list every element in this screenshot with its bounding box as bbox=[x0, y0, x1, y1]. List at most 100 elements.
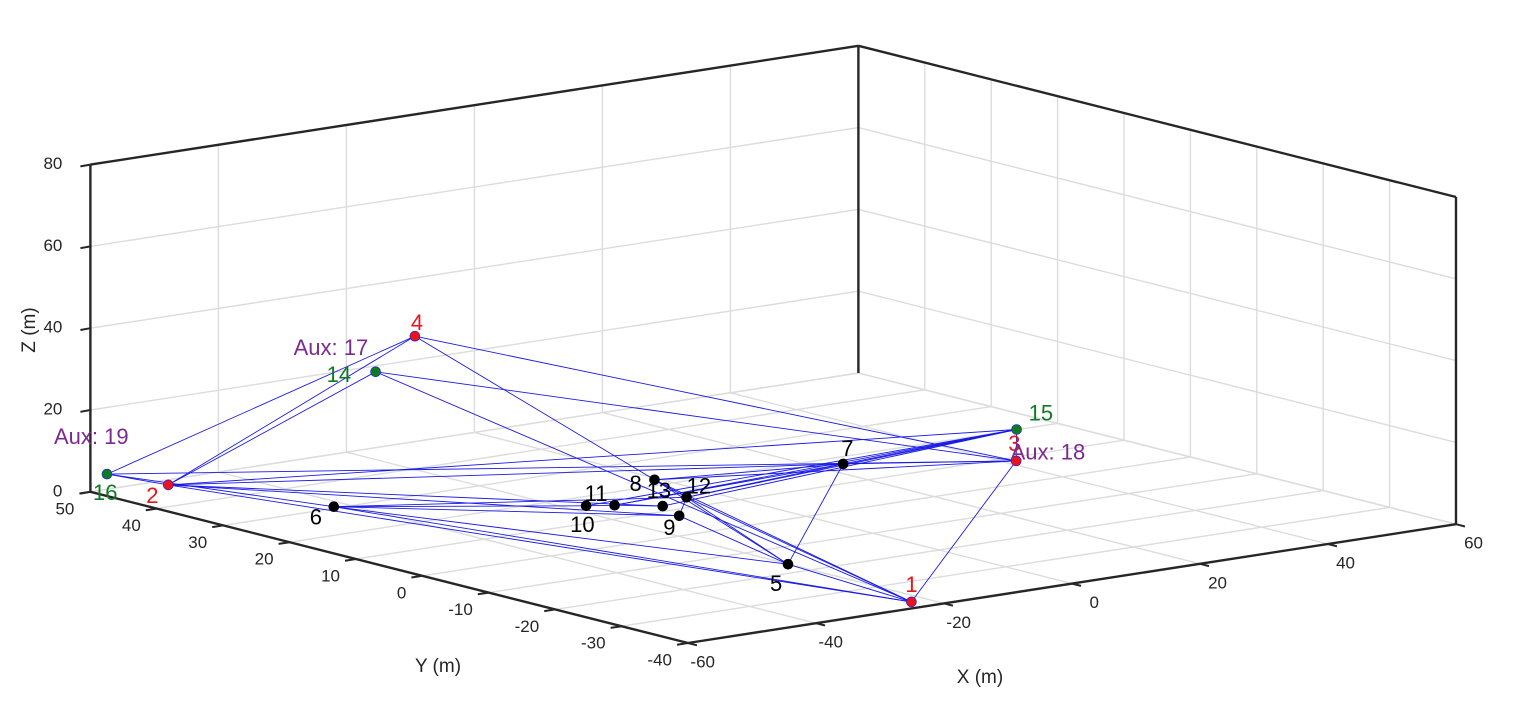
link-line bbox=[843, 460, 1017, 465]
grid-line bbox=[858, 126, 1457, 280]
z-tick-mark bbox=[80, 327, 91, 331]
link-line bbox=[686, 429, 1017, 498]
x-axis-label: X (m) bbox=[957, 667, 1003, 688]
link-line bbox=[333, 506, 789, 565]
node-marker-11 bbox=[609, 499, 620, 511]
y-tick-mark bbox=[212, 524, 224, 529]
link-line bbox=[168, 463, 844, 486]
tick-labels: -60-40-200204060-40-30-20-10010203040500… bbox=[43, 154, 1483, 671]
grid-line bbox=[858, 208, 1457, 362]
link-line bbox=[911, 460, 1017, 603]
node-label-15: 15 bbox=[1029, 401, 1053, 426]
y-axis-label: Y (m) bbox=[415, 656, 461, 677]
grid-line bbox=[488, 473, 1257, 594]
grid-line bbox=[602, 411, 1201, 565]
x-tick-label: 0 bbox=[1090, 593, 1099, 612]
y-tick-label: -40 bbox=[647, 650, 672, 669]
z-tick-label: 0 bbox=[53, 481, 62, 500]
y-tick-label: -30 bbox=[581, 634, 606, 653]
x-tick-label: -20 bbox=[946, 613, 971, 632]
links bbox=[106, 335, 1018, 603]
node-label-14: 14 bbox=[327, 362, 351, 387]
link-line bbox=[333, 505, 587, 508]
node-label-2: 2 bbox=[146, 483, 158, 508]
grid-line bbox=[355, 439, 1125, 560]
node-marker-5 bbox=[782, 558, 794, 570]
y-tick-mark bbox=[610, 625, 622, 629]
node-label-11: 11 bbox=[585, 481, 608, 506]
grid-lines bbox=[89, 45, 1457, 644]
y-tick-label: -10 bbox=[448, 600, 473, 619]
node-label-5: 5 bbox=[770, 571, 782, 596]
x-tick-mark bbox=[1199, 562, 1210, 568]
grid-line bbox=[474, 431, 1073, 585]
y-tick-label: 10 bbox=[321, 566, 340, 585]
node-label-10: 10 bbox=[570, 512, 594, 537]
y-tick-label: 40 bbox=[122, 516, 141, 535]
grid-line bbox=[223, 405, 992, 527]
link-line bbox=[106, 473, 334, 508]
z-tick-label: 40 bbox=[43, 318, 62, 337]
link-line bbox=[375, 371, 912, 603]
node-marker-8 bbox=[649, 474, 660, 486]
aux-annotation: Aux: 17 bbox=[294, 335, 369, 360]
z-tick-label: 60 bbox=[43, 236, 62, 255]
grid-line bbox=[90, 208, 859, 329]
x-tick-mark bbox=[687, 642, 698, 647]
link-line bbox=[168, 335, 416, 486]
grid-line bbox=[730, 392, 1329, 545]
link-line bbox=[686, 496, 912, 603]
link-line bbox=[168, 484, 680, 517]
node-marker-3 bbox=[1010, 455, 1022, 467]
box-edge bbox=[858, 44, 1457, 199]
z-axis-label: Z (m) bbox=[19, 307, 40, 352]
z-tick-label: 80 bbox=[43, 154, 62, 173]
node-marker-7 bbox=[837, 458, 849, 470]
link-line bbox=[679, 515, 789, 565]
x-tick-mark bbox=[943, 602, 954, 607]
y-tick-mark bbox=[544, 608, 556, 613]
y-tick-mark bbox=[145, 507, 157, 512]
link-line bbox=[168, 484, 912, 603]
node-marker-12 bbox=[681, 491, 692, 503]
y-tick-mark bbox=[477, 591, 489, 596]
x-tick-mark bbox=[1327, 543, 1338, 548]
link-line bbox=[168, 429, 1017, 486]
link-line bbox=[168, 484, 663, 507]
node-marker-4 bbox=[409, 330, 421, 342]
link-line bbox=[586, 429, 1017, 507]
x-tick-label: 20 bbox=[1208, 573, 1227, 592]
z-tick-mark bbox=[80, 245, 91, 250]
grid-line bbox=[858, 372, 1457, 525]
grid-line bbox=[90, 290, 859, 411]
link-line bbox=[168, 371, 376, 486]
node-marker-13 bbox=[657, 500, 669, 512]
node-label-1: 1 bbox=[905, 572, 917, 597]
link-line bbox=[414, 335, 1017, 462]
node-label-13: 13 bbox=[647, 478, 671, 503]
y-tick-label: 0 bbox=[397, 583, 406, 602]
y-tick-label: 20 bbox=[255, 550, 274, 569]
node-marker-16 bbox=[101, 468, 113, 480]
link-line bbox=[787, 463, 844, 565]
link-line bbox=[654, 479, 687, 498]
link-line bbox=[686, 496, 789, 565]
node-label-3: 3 bbox=[1008, 431, 1020, 456]
x-tick-mark bbox=[815, 622, 826, 627]
aux-annotation: Aux: 19 bbox=[54, 424, 129, 449]
y-tick-mark bbox=[344, 558, 357, 562]
grid-line bbox=[858, 290, 1457, 444]
node-label-9: 9 bbox=[663, 515, 675, 540]
link-line bbox=[106, 335, 416, 475]
grid-line bbox=[218, 471, 817, 624]
link-line bbox=[375, 371, 1017, 462]
node-label-16: 16 bbox=[93, 480, 117, 505]
nodes bbox=[101, 330, 1022, 608]
grid-line bbox=[156, 389, 925, 510]
y-tick-mark bbox=[278, 541, 290, 545]
node-label-7: 7 bbox=[841, 436, 853, 461]
node-label-8: 8 bbox=[630, 471, 642, 496]
grid-line bbox=[555, 489, 1324, 611]
